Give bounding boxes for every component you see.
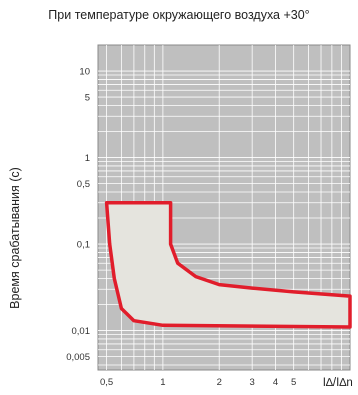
y-tick-label: 0,5 xyxy=(77,179,90,190)
y-tick-label: 0,01 xyxy=(72,326,91,337)
x-tick-label: 1 xyxy=(160,377,165,388)
y-tick-label: 0,005 xyxy=(66,352,90,363)
x-tick-label: 3 xyxy=(250,377,255,388)
x-tick-label: 2 xyxy=(217,377,222,388)
y-tick-label: 0,1 xyxy=(77,240,90,251)
x-axis-label: I∆/I∆n xyxy=(323,377,353,389)
x-tick-label: 0,5 xyxy=(100,377,113,388)
chart-title: При температуре окружающего воздуха +30° xyxy=(48,8,310,22)
y-tick-label: 10 xyxy=(79,67,90,78)
x-tick-label: 5 xyxy=(291,377,296,388)
y-tick-label: 5 xyxy=(85,93,90,104)
x-tick-label: 4 xyxy=(273,377,278,388)
y-tick-label: 1 xyxy=(85,153,90,164)
tripping-band-area xyxy=(104,201,352,329)
